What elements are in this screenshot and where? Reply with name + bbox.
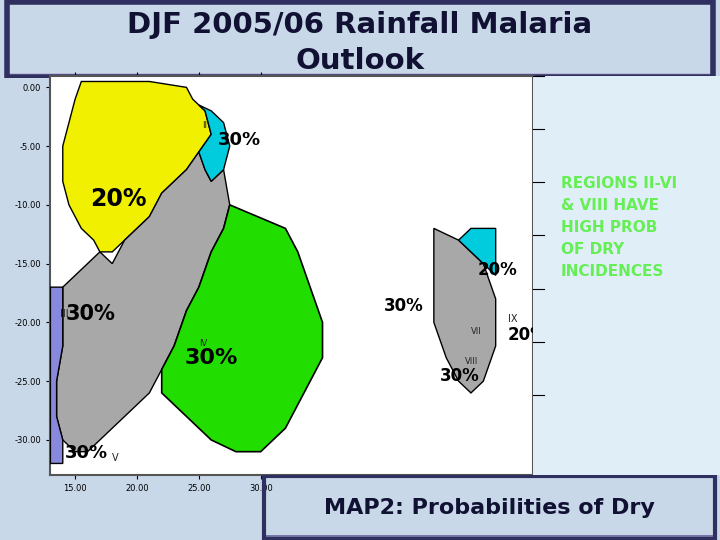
- Bar: [264, 536, 716, 538]
- Text: 30%: 30%: [184, 348, 238, 368]
- Bar: [7, 73, 713, 75]
- Text: Outlook: Outlook: [295, 47, 425, 75]
- Bar: [264, 535, 716, 537]
- Bar: [7, 74, 713, 76]
- Text: DJF 2005/06 Rainfall Malaria: DJF 2005/06 Rainfall Malaria: [127, 11, 593, 39]
- Bar: [264, 535, 716, 537]
- Bar: [264, 536, 716, 538]
- Text: IX: IX: [508, 314, 518, 325]
- Text: 20%: 20%: [90, 187, 147, 211]
- Bar: [7, 74, 713, 76]
- Bar: [7, 73, 713, 76]
- Bar: [7, 74, 713, 76]
- Bar: [264, 537, 716, 539]
- Bar: [264, 536, 716, 538]
- Text: VII: VII: [471, 327, 482, 336]
- Bar: [7, 75, 713, 76]
- Bar: [7, 75, 713, 77]
- Polygon shape: [57, 152, 230, 451]
- Bar: [264, 535, 716, 537]
- Bar: [264, 535, 716, 537]
- Bar: [7, 74, 713, 76]
- Bar: [7, 74, 713, 76]
- Text: 30%: 30%: [384, 296, 424, 315]
- Text: 30%: 30%: [440, 367, 480, 385]
- Bar: [7, 75, 713, 76]
- Bar: [264, 536, 716, 538]
- Bar: [264, 536, 716, 538]
- Bar: [264, 536, 716, 538]
- Bar: [7, 74, 713, 76]
- Bar: [7, 73, 713, 76]
- Bar: [7, 73, 713, 75]
- Bar: [7, 75, 713, 77]
- Bar: [7, 73, 713, 75]
- Polygon shape: [50, 287, 63, 463]
- Polygon shape: [199, 105, 230, 181]
- Bar: [264, 536, 716, 538]
- Bar: [264, 536, 716, 538]
- Polygon shape: [162, 205, 323, 451]
- Bar: [7, 74, 713, 76]
- Bar: [264, 536, 716, 538]
- Bar: [7, 73, 713, 76]
- Bar: [264, 537, 716, 538]
- Bar: [264, 535, 716, 537]
- Bar: [7, 74, 713, 76]
- Bar: [264, 536, 716, 538]
- Text: REGIONS II-VI
& VIII HAVE
HIGH PROB
OF DRY
INCIDENCES: REGIONS II-VI & VIII HAVE HIGH PROB OF D…: [561, 176, 677, 279]
- Bar: [7, 74, 713, 76]
- Bar: [7, 73, 713, 75]
- Text: 20%: 20%: [508, 326, 548, 344]
- Polygon shape: [434, 228, 495, 393]
- Text: 30%: 30%: [217, 131, 261, 149]
- Bar: [7, 75, 713, 76]
- Text: MAP2: Probabilities of Dry: MAP2: Probabilities of Dry: [324, 497, 655, 518]
- Text: V: V: [112, 453, 119, 463]
- Bar: [7, 73, 713, 75]
- Bar: [7, 73, 713, 75]
- Bar: [264, 536, 716, 538]
- Bar: [7, 75, 713, 76]
- Bar: [7, 74, 713, 76]
- Bar: [7, 75, 713, 77]
- Bar: [7, 73, 713, 76]
- Text: 20%: 20%: [477, 261, 517, 279]
- Text: IV: IV: [199, 339, 207, 348]
- Polygon shape: [459, 228, 495, 275]
- Bar: [264, 536, 716, 538]
- Text: VIII: VIII: [465, 356, 478, 366]
- Bar: [7, 73, 713, 76]
- Bar: [7, 73, 713, 75]
- Bar: [264, 535, 716, 537]
- Text: II: II: [202, 122, 207, 131]
- Text: 30%: 30%: [66, 443, 109, 462]
- Bar: [7, 75, 713, 77]
- Bar: [7, 75, 713, 76]
- Bar: [7, 75, 713, 77]
- Bar: [264, 535, 716, 537]
- Text: III: III: [60, 308, 69, 319]
- Polygon shape: [63, 82, 211, 252]
- Bar: [264, 536, 716, 538]
- Bar: [7, 75, 713, 77]
- Bar: [264, 535, 716, 537]
- Bar: [264, 535, 716, 537]
- Bar: [264, 536, 716, 537]
- Bar: [7, 74, 713, 76]
- Bar: [264, 536, 716, 538]
- Bar: [264, 537, 716, 538]
- Bar: [264, 535, 716, 537]
- Bar: [264, 535, 716, 537]
- Bar: [7, 73, 713, 75]
- Bar: [7, 75, 713, 76]
- Text: 30%: 30%: [66, 304, 115, 324]
- Bar: [7, 73, 713, 75]
- Bar: [7, 75, 713, 77]
- Bar: [7, 74, 713, 76]
- Bar: [264, 535, 716, 537]
- Bar: [7, 73, 713, 75]
